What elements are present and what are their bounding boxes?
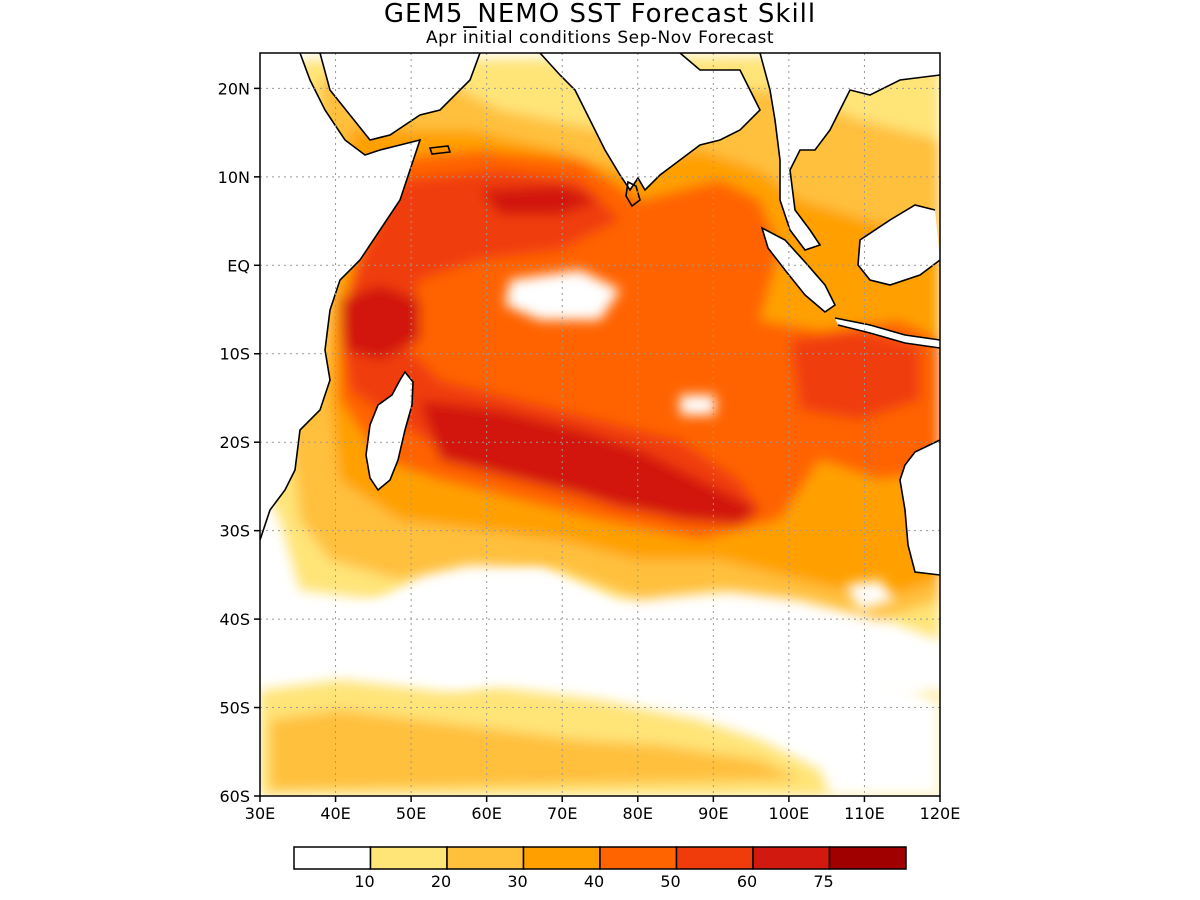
longitude-axis: 30E 40E 50E 60E 70E 80E 90E 100E 110E 120E xyxy=(245,796,961,823)
coastlines xyxy=(260,53,940,576)
colorbar-swatch xyxy=(828,846,907,870)
coastline-java xyxy=(834,317,940,349)
skill-band-60-75-central xyxy=(420,400,760,525)
coastline-socotra xyxy=(428,145,452,155)
land-africa xyxy=(260,53,420,540)
skill-band-50-60-east xyxy=(790,330,920,420)
lat-tick-label: 50S xyxy=(219,699,250,718)
coastline-madagascar xyxy=(365,370,414,492)
land-java xyxy=(835,318,940,348)
colorbar-swatch xyxy=(293,846,372,870)
latitude-axis: 20N 10N EQ 10S 20S 30S 40S 50S 60S xyxy=(218,79,260,806)
lon-tick-label: 70E xyxy=(547,804,577,823)
coastline-sumatra xyxy=(760,226,837,314)
lat-tick-label: 10N xyxy=(218,168,250,187)
land-madagascar xyxy=(366,372,413,490)
lat-tick-label: 60S xyxy=(219,787,250,806)
lon-tick-label: 50E xyxy=(396,804,426,823)
colorbar-swatch xyxy=(446,846,525,870)
lat-tick-label: 20S xyxy=(219,433,250,452)
colorbar-label: 30 xyxy=(507,872,527,891)
land-arabia xyxy=(320,53,480,140)
colorbar-swatch xyxy=(599,846,678,870)
lon-tick-label: 120E xyxy=(920,804,961,823)
lat-tick-label: 10S xyxy=(219,345,250,364)
coastline-india xyxy=(539,53,761,192)
coastline-sri-lanka xyxy=(625,180,641,208)
colorbar-label: 60 xyxy=(737,872,757,891)
skill-band-60-75-north xyxy=(480,185,600,215)
coastline-borneo xyxy=(857,204,940,286)
land-india xyxy=(540,53,760,190)
skill-band-20-30-south xyxy=(270,710,800,790)
colorbar-swatch xyxy=(675,846,754,870)
low-skill-south xyxy=(280,570,940,796)
colorbar-swatch xyxy=(369,846,448,870)
colorbar-label: 40 xyxy=(584,872,604,891)
map-title: GEM5_NEMO SST Forecast Skill xyxy=(383,0,817,29)
skill-band-60-75 xyxy=(340,285,420,360)
colorbar-label: 10 xyxy=(354,872,374,891)
land-areas xyxy=(260,53,940,575)
colorbar-swatch xyxy=(522,846,601,870)
colorbar-label: 20 xyxy=(431,872,451,891)
colorbar-label: 75 xyxy=(813,872,833,891)
land-southeast-asia xyxy=(760,53,940,250)
land-australia xyxy=(900,440,940,575)
lon-tick-label: 30E xyxy=(245,804,275,823)
colorbar-swatch xyxy=(752,846,831,870)
coastline-australia xyxy=(899,439,940,576)
lon-tick-label: 60E xyxy=(471,804,501,823)
lon-tick-label: 90E xyxy=(698,804,728,823)
low-skill-central-2 xyxy=(680,395,715,415)
coastline-arabia xyxy=(319,53,481,141)
colorbar: 10 20 30 40 50 60 75 xyxy=(293,846,907,891)
land-sumatra xyxy=(762,228,835,312)
lon-tick-label: 110E xyxy=(844,804,885,823)
lon-tick-label: 40E xyxy=(320,804,350,823)
lat-tick-label: EQ xyxy=(227,256,250,275)
lat-tick-label: 30S xyxy=(219,522,250,541)
lat-tick-label: 40S xyxy=(219,610,250,629)
colorbar-label: 50 xyxy=(660,872,680,891)
map-subtitle: Apr initial conditions Sep-Nov Forecast xyxy=(425,28,775,48)
coastline-southeast-asia xyxy=(759,53,940,251)
lon-tick-label: 80E xyxy=(623,804,653,823)
low-skill-east xyxy=(845,580,895,610)
coastline-africa xyxy=(260,53,422,541)
map-frame xyxy=(259,52,941,797)
lat-tick-label: 20N xyxy=(218,79,250,98)
lon-tick-label: 100E xyxy=(769,804,810,823)
map-gridlines xyxy=(260,53,940,796)
